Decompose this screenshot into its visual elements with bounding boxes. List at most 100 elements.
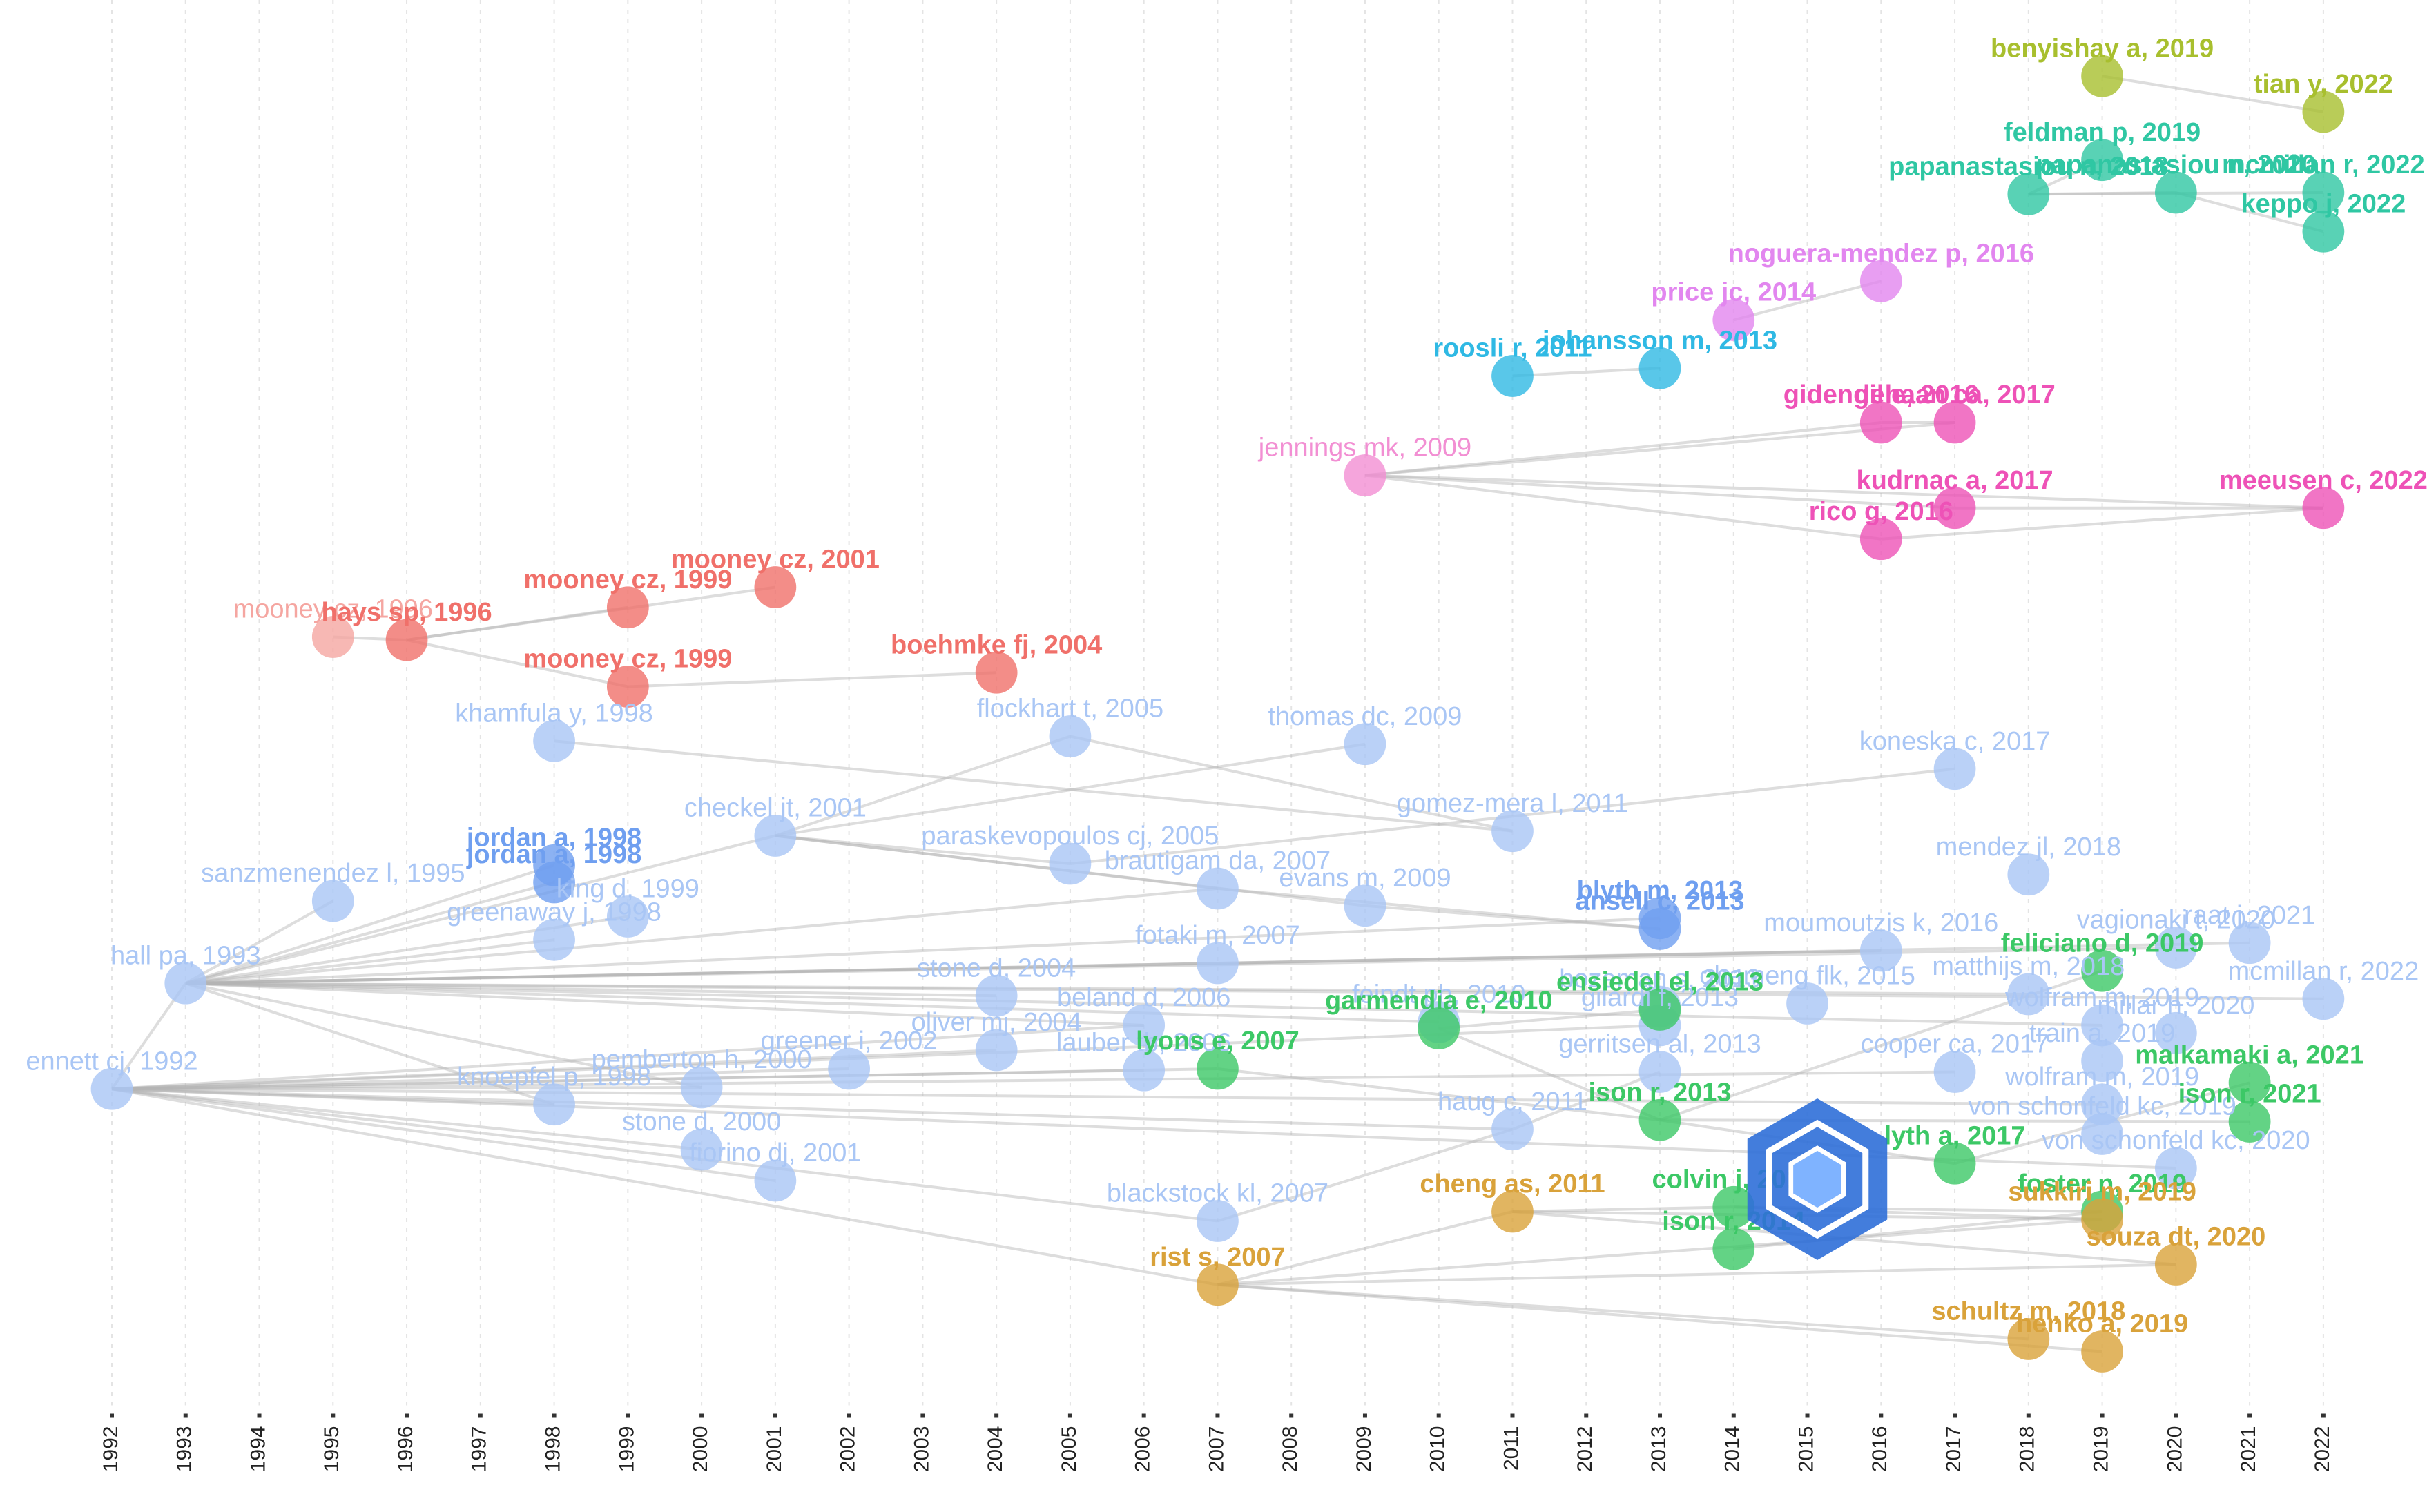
publication-node[interactable] [2081,1040,2123,1083]
publication-node[interactable] [311,616,354,658]
publication-node[interactable] [828,1047,870,1090]
publication-node[interactable] [1491,1190,1534,1233]
publication-node[interactable] [975,974,1018,1017]
publication-node[interactable] [2154,927,2197,969]
publication-node[interactable] [2154,1011,2197,1054]
publication-node[interactable] [1344,723,1386,766]
publication-node[interactable] [1049,842,1092,885]
citation-edge [185,982,2102,1027]
publication-node[interactable] [1933,401,1976,444]
publication-node[interactable] [90,1067,133,1110]
year-label: 2000 [689,1426,712,1473]
publication-node[interactable] [2154,1243,2197,1286]
publication-node[interactable] [975,651,1018,694]
publication-node[interactable] [1638,1051,1681,1093]
publication-node[interactable] [164,962,207,1005]
publication-node[interactable] [2081,1198,2123,1241]
publication-node[interactable] [1859,518,1902,561]
publication-label: feindt ph, 2010 [1352,980,1525,1009]
publication-node[interactable] [1491,1108,1534,1151]
publication-node[interactable] [2081,1083,2123,1126]
citation-edge [184,900,334,985]
publication-node[interactable] [680,1066,723,1109]
publication-node[interactable] [1197,867,1239,910]
publication-node[interactable] [1712,1228,1755,1270]
publication-node[interactable] [1197,1200,1239,1242]
publication-node[interactable] [2081,1113,2123,1155]
publication-node[interactable] [2154,1147,2197,1190]
publication-labels: ennett cj, 1992 hall pa, 1993 sanzmenendez… [26,34,2428,1338]
publication-node[interactable] [311,880,354,922]
publication-node[interactable] [533,719,575,762]
publication-node[interactable] [1123,1004,1166,1047]
publication-node[interactable] [1859,260,1902,302]
publication-label: mendez jl, 2018 [1936,833,2121,862]
publication-node[interactable] [2081,1330,2123,1373]
publication-node[interactable] [606,586,649,629]
publication-node[interactable] [1933,748,1976,791]
publication-node[interactable] [1049,715,1092,757]
citation-edge [1364,474,1955,510]
publication-node[interactable] [1491,355,1534,397]
publication-label: noguera-mendez p, 2016 [1728,239,2034,268]
publication-node[interactable] [606,666,649,708]
publication-node[interactable] [2081,55,2123,97]
publication-node[interactable] [1638,908,1681,950]
publication-node[interactable] [533,1083,575,1126]
publication-node[interactable] [680,1128,723,1171]
publication-node[interactable] [2228,1061,2271,1104]
year-tick-2007 [1215,1413,1220,1418]
publication-node[interactable] [2081,949,2123,992]
publication-node[interactable] [754,566,797,608]
publication-node[interactable] [533,918,575,961]
publication-node[interactable] [2302,487,2345,530]
publication-node[interactable] [1933,487,1976,530]
citation-edge [1217,1218,2102,1286]
year-label: 1994 [246,1426,269,1473]
publication-node[interactable] [1344,454,1386,496]
publication-node[interactable] [1638,989,1681,1031]
publication-node[interactable] [975,1029,1018,1072]
publication-node[interactable] [533,861,575,904]
publication-node[interactable] [2081,1004,2123,1047]
publication-node[interactable] [2007,853,2050,896]
publication-node[interactable] [1197,1047,1239,1090]
publication-node[interactable] [754,1159,797,1202]
publication-label: millar h, 2020 [2097,991,2254,1020]
publication-node[interactable] [385,619,428,661]
publication-node[interactable] [1859,929,1902,972]
publication-node[interactable] [1638,1098,1681,1141]
publication-label: beland d, 2006 [1057,983,1230,1012]
year-tick-1995 [331,1413,336,1418]
publication-node[interactable] [1933,1142,1976,1185]
publication-node[interactable] [2007,1318,2050,1360]
publication-node[interactable] [2302,90,2345,133]
publication-node[interactable] [1344,884,1386,927]
publication-node[interactable] [2302,171,2345,214]
publication-node[interactable] [1638,347,1681,389]
publication-node[interactable] [2228,1101,2271,1143]
publication-node[interactable] [1491,810,1534,853]
publication-node[interactable] [2228,922,2271,965]
publication-node[interactable] [2302,210,2345,253]
publication-node[interactable] [2302,978,2345,1020]
publication-node[interactable] [2007,173,2050,215]
publication-node[interactable] [1712,299,1755,341]
publication-node[interactable] [606,895,649,938]
publication-node[interactable] [2081,139,2123,182]
publication-node[interactable] [1197,942,1239,985]
citation-edge [1217,1263,2176,1286]
publication-node[interactable] [1418,1007,1460,1049]
publication-node[interactable] [2154,171,2197,214]
publication-node[interactable] [754,815,797,857]
year-label: 2022 [2311,1426,2334,1473]
year-tick-2015 [1805,1413,1810,1418]
publication-node[interactable] [1859,401,1902,444]
publication-node[interactable] [1197,1263,1239,1306]
publication-node[interactable] [1123,1049,1166,1092]
publication-node[interactable] [1786,982,1828,1025]
publication-node[interactable] [1933,1051,1976,1093]
publication-node[interactable] [1712,1185,1755,1228]
publication-node[interactable] [2007,973,2050,1016]
publication-label: ison r, 2013 [1589,1078,1732,1107]
